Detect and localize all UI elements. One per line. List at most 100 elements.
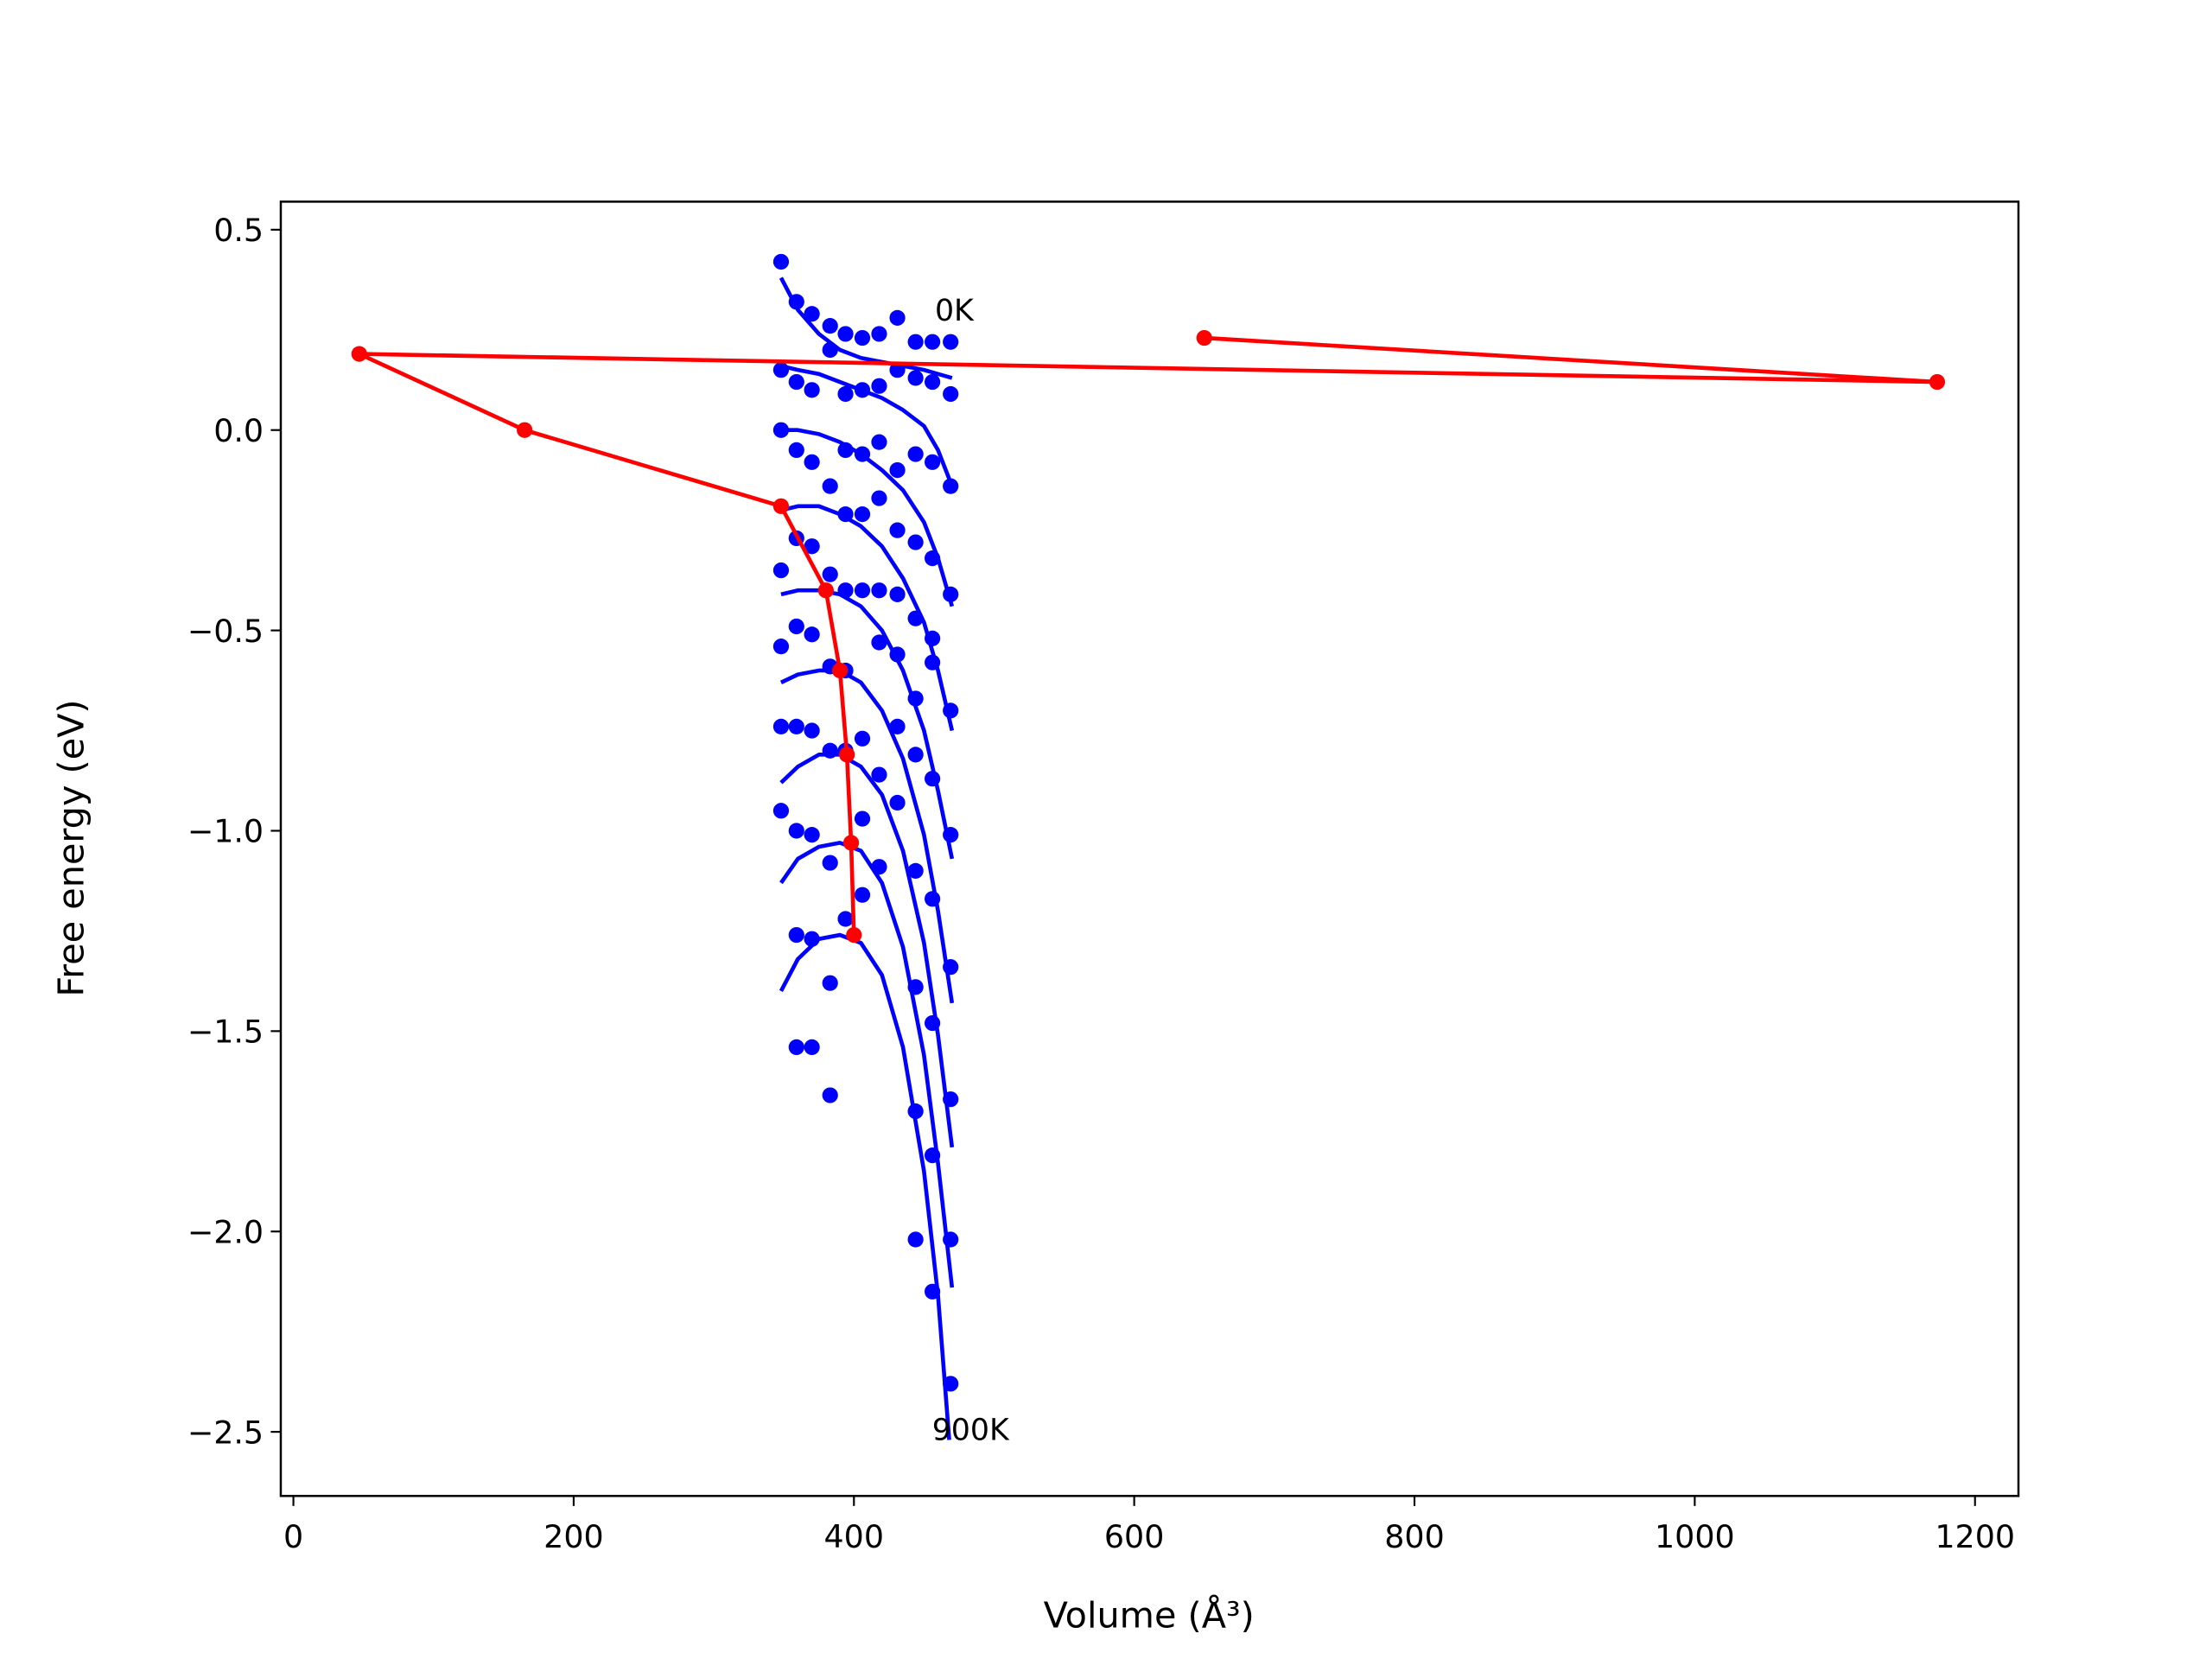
x-axis-label: Volume (Å³) xyxy=(1044,1595,1255,1637)
point xyxy=(788,823,804,839)
point xyxy=(854,582,871,599)
annotation: 900K xyxy=(932,1413,1010,1447)
point xyxy=(925,454,941,470)
y-tick-label: −2.5 xyxy=(188,1414,264,1451)
point xyxy=(822,855,838,871)
point xyxy=(839,747,855,763)
y-tick-label: 0.0 xyxy=(213,412,264,449)
point xyxy=(772,498,790,514)
point xyxy=(842,835,860,851)
curve xyxy=(779,841,955,1288)
point xyxy=(788,618,804,635)
point xyxy=(804,382,820,398)
y-tick-label: −0.5 xyxy=(188,613,264,650)
x-tick-label: 400 xyxy=(824,1518,885,1555)
x-tick-label: 1000 xyxy=(1655,1518,1735,1555)
x-tick-label: 600 xyxy=(1104,1518,1165,1555)
point xyxy=(871,378,887,394)
point xyxy=(837,385,854,403)
curve xyxy=(779,753,955,1148)
point xyxy=(788,442,804,459)
point xyxy=(907,747,924,763)
curve xyxy=(780,588,955,860)
point xyxy=(871,490,887,506)
point xyxy=(846,926,862,944)
point xyxy=(804,827,820,843)
point xyxy=(889,309,906,326)
point xyxy=(1196,329,1212,346)
point xyxy=(925,373,941,391)
point xyxy=(907,1231,924,1248)
point xyxy=(854,810,871,827)
point xyxy=(788,373,804,391)
point xyxy=(772,362,790,378)
point xyxy=(889,718,906,735)
x-tick-label: 800 xyxy=(1384,1518,1445,1555)
point xyxy=(788,1039,804,1056)
point xyxy=(822,318,838,334)
curve xyxy=(780,428,955,607)
point xyxy=(822,975,838,991)
curve xyxy=(780,504,955,732)
x-tick-label: 1200 xyxy=(1935,1518,2015,1555)
point xyxy=(943,334,959,350)
point xyxy=(1929,373,1946,391)
point xyxy=(804,1039,820,1056)
point xyxy=(854,506,871,523)
point xyxy=(854,329,871,346)
x-tick-label: 200 xyxy=(543,1518,604,1555)
point xyxy=(822,1087,838,1103)
point xyxy=(772,639,790,655)
plot-frame xyxy=(279,200,2020,1497)
y-tick-label: 0.5 xyxy=(213,212,264,249)
curve xyxy=(780,364,954,487)
point xyxy=(871,326,887,342)
point xyxy=(804,538,820,555)
y-tick-label: −1.0 xyxy=(188,813,264,850)
point xyxy=(871,766,887,783)
point xyxy=(889,522,906,538)
point xyxy=(772,718,790,735)
point xyxy=(772,253,790,270)
point xyxy=(804,454,820,470)
point xyxy=(854,730,871,747)
point xyxy=(907,446,924,462)
point xyxy=(907,334,924,350)
point xyxy=(772,562,790,579)
y-tick-label: −1.5 xyxy=(188,1014,264,1051)
curve xyxy=(779,668,955,1004)
point xyxy=(351,346,367,362)
y-axis-label: Free energy (eV) xyxy=(51,699,92,996)
annotation: 0K xyxy=(935,294,975,328)
point xyxy=(517,422,533,438)
point xyxy=(804,306,820,322)
point xyxy=(822,566,838,582)
point xyxy=(889,586,906,602)
point xyxy=(889,794,906,811)
point xyxy=(854,887,871,903)
point xyxy=(772,803,790,819)
point xyxy=(907,534,924,550)
x-tick-label: 0 xyxy=(283,1518,303,1555)
curve xyxy=(779,932,951,1440)
point xyxy=(907,862,924,879)
point xyxy=(871,434,887,450)
y-tick-label: −2.0 xyxy=(188,1213,264,1250)
point xyxy=(837,911,854,927)
point xyxy=(788,926,804,944)
point xyxy=(804,722,820,739)
curve xyxy=(779,276,953,380)
point xyxy=(804,626,820,643)
point xyxy=(831,662,849,679)
point xyxy=(907,370,924,386)
point xyxy=(788,718,804,735)
point xyxy=(871,582,887,599)
point xyxy=(925,334,941,350)
curve xyxy=(357,335,1940,936)
point xyxy=(889,461,906,479)
point xyxy=(871,634,887,651)
point xyxy=(817,582,834,599)
point xyxy=(837,326,854,342)
